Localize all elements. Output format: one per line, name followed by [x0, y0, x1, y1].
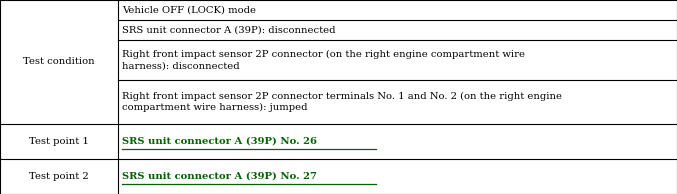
Text: Test point 1: Test point 1 [29, 137, 89, 146]
Text: SRS unit connector A (39P): disconnected: SRS unit connector A (39P): disconnected [123, 25, 336, 35]
Text: Right front impact sensor 2P connector (on the right engine compartment wire
har: Right front impact sensor 2P connector (… [123, 50, 525, 70]
Text: Vehicle OFF (LOCK) mode: Vehicle OFF (LOCK) mode [123, 5, 257, 15]
Text: Test point 2: Test point 2 [29, 172, 89, 181]
Text: Test condition: Test condition [24, 57, 95, 67]
Text: Right front impact sensor 2P connector terminals No. 1 and No. 2 (on the right e: Right front impact sensor 2P connector t… [123, 92, 563, 112]
Text: SRS unit connector A (39P) No. 26: SRS unit connector A (39P) No. 26 [123, 137, 318, 146]
Text: SRS unit connector A (39P) No. 27: SRS unit connector A (39P) No. 27 [123, 172, 318, 181]
